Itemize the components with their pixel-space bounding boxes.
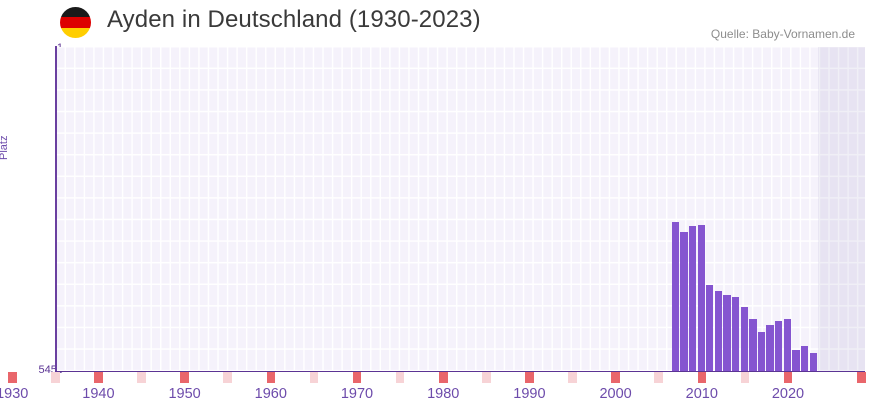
x-tick-label-2020: 2020 [771, 386, 805, 402]
x-tick-major-2020 [783, 372, 793, 383]
x-tick-minor-1985 [482, 372, 491, 383]
bar-2015[interactable] [740, 306, 748, 371]
x-tick-label-1940: 1940 [82, 386, 115, 402]
x-tick-label-1990: 1990 [513, 386, 546, 402]
bars-container [56, 47, 865, 371]
x-tick-major-2010 [697, 372, 707, 383]
x-tick-major-1950 [180, 372, 189, 383]
x-tick-label-2010: 2010 [685, 386, 718, 402]
x-tick-major-1980 [438, 372, 448, 383]
x-tick-label-1930: 1930 [0, 386, 29, 402]
bar-2008[interactable] [680, 231, 688, 371]
bar-2019[interactable] [775, 320, 783, 371]
bar-2010[interactable] [697, 224, 705, 371]
y-axis-label: Platz [0, 135, 10, 160]
x-tick-major-2000 [611, 372, 620, 383]
bar-2009[interactable] [688, 226, 697, 371]
x-tick-label-1950: 1950 [168, 386, 201, 402]
x-tick-major-1960 [266, 372, 276, 383]
x-tick-minor-2015 [740, 372, 750, 383]
x-tick-minor-1995 [568, 372, 577, 383]
bar-2012[interactable] [714, 291, 723, 371]
bar-2017[interactable] [757, 331, 766, 371]
bar-2011[interactable] [706, 284, 714, 371]
bar-2018[interactable] [766, 324, 774, 371]
bar-2007[interactable] [671, 221, 679, 371]
x-tick-minor-1955 [223, 372, 232, 383]
x-tick-major-1990 [525, 372, 534, 383]
x-tick-major-1970 [352, 372, 362, 383]
bar-2014[interactable] [731, 296, 740, 371]
x-tick-major-1930 [7, 372, 17, 383]
flag-stripe-black [60, 7, 91, 18]
bar-2021[interactable] [792, 350, 800, 371]
no-data-shaded-region [818, 47, 865, 371]
x-tick-minor-1965 [309, 372, 319, 383]
flag-stripe-gold [60, 27, 91, 38]
x-tick-minor-1975 [395, 372, 405, 383]
plot-area [56, 47, 865, 371]
x-tick-minor-1935 [51, 372, 60, 383]
x-axis-line [55, 370, 865, 373]
x-tick-major-end [857, 372, 866, 383]
x-tick-minor-1945 [137, 372, 146, 383]
germany-flag-circle-icon [60, 7, 91, 38]
bar-2016[interactable] [749, 319, 757, 371]
x-tick-label-2000: 2000 [599, 386, 632, 402]
x-tick-minor-2005 [654, 372, 663, 383]
page-title: Ayden in Deutschland (1930-2023) [107, 6, 481, 33]
x-tick-label-1970: 1970 [340, 386, 374, 402]
source-attribution: Quelle: Baby-Vornamen.de [710, 27, 855, 41]
x-tick-label-1960: 1960 [254, 386, 287, 402]
chart-header: Ayden in Deutschland (1930-2023) Quelle:… [0, 0, 873, 45]
bar-2023[interactable] [809, 352, 817, 371]
bar-2013[interactable] [723, 295, 731, 371]
x-tick-label-1980: 1980 [427, 386, 460, 402]
bar-2022[interactable] [800, 345, 809, 371]
x-tick-major-1940 [94, 372, 103, 383]
flag-stripe-red [60, 17, 91, 28]
bar-2020[interactable] [783, 319, 791, 371]
y-axis-line [55, 46, 57, 372]
